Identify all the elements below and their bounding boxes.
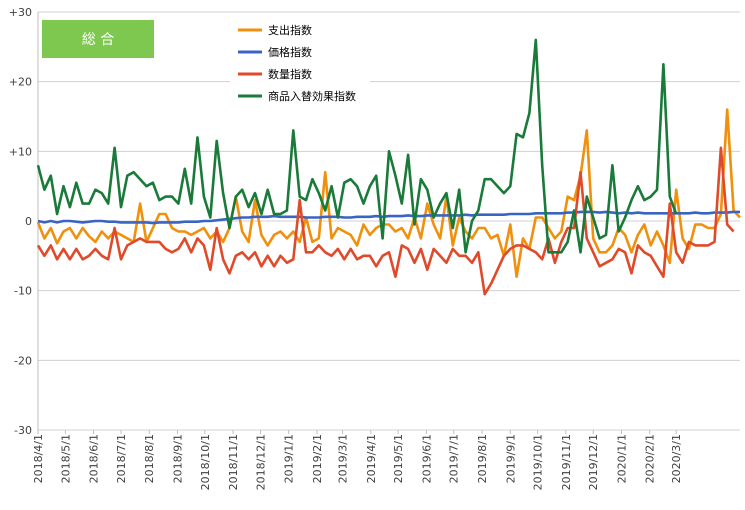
x-tick-label: 2018/8/1 xyxy=(143,434,156,483)
x-tick-label: 2019/4/1 xyxy=(365,434,378,483)
legend-label: 価格指数 xyxy=(268,45,312,59)
x-tick-label: 2018/6/1 xyxy=(88,434,101,483)
x-tick-label: 2020/2/1 xyxy=(644,434,657,483)
y-tick-label: -10 xyxy=(14,285,32,298)
series-line-3 xyxy=(36,38,678,254)
x-tick-label: 2018/9/1 xyxy=(171,434,184,483)
y-tick-label: +10 xyxy=(9,145,32,158)
badge-background xyxy=(42,20,154,58)
y-tick-label: -20 xyxy=(14,354,32,367)
x-tick-label: 2020/3/1 xyxy=(670,434,683,483)
x-axis-ticks: 2018/4/1 2018/5/1 2018/6/1 2018/7/1 2018/8/1… xyxy=(32,430,683,490)
badge-label: 総 合 xyxy=(82,32,114,48)
x-tick-label: 2018/5/1 xyxy=(59,434,72,483)
x-tick-label: 2019/6/1 xyxy=(420,434,433,483)
series-lines xyxy=(36,38,741,296)
legend-background xyxy=(230,18,370,108)
x-tick-label: 2018/4/1 xyxy=(32,434,45,483)
y-tick-label: +20 xyxy=(9,76,32,89)
x-tick-label: 2019/1/1 xyxy=(283,434,296,483)
x-tick-label: 2018/11/1 xyxy=(227,434,240,490)
y-tick-label: -30 xyxy=(14,424,32,437)
x-tick-label: 2019/2/1 xyxy=(311,434,324,483)
y-tick-label: +30 xyxy=(9,6,32,19)
x-tick-label: 2019/9/1 xyxy=(504,434,517,483)
x-tick-label: 2018/12/1 xyxy=(254,434,267,490)
x-tick-label: 2019/5/1 xyxy=(392,434,405,483)
badge: 総 合 xyxy=(42,20,154,58)
x-tick-label: 2019/8/1 xyxy=(476,434,489,483)
x-tick-label: 2019/3/1 xyxy=(337,434,350,483)
x-tick-label: 2018/7/1 xyxy=(115,434,128,483)
y-axis-ticks: +30 +20 +10 0 -10 -20 -30 xyxy=(9,6,32,437)
x-tick-label: 2020/1/1 xyxy=(615,434,628,483)
y-tick-label: 0 xyxy=(25,215,32,228)
legend-label: 支出指数 xyxy=(268,23,312,37)
series-line-2 xyxy=(36,146,735,296)
x-tick-label: 2019/10/1 xyxy=(532,434,545,490)
legend-label: 数量指数 xyxy=(268,67,312,81)
x-tick-label: 2019/12/1 xyxy=(587,434,600,490)
x-tick-label: 2019/7/1 xyxy=(448,434,461,483)
series-line-1 xyxy=(37,210,740,225)
x-tick-label: 2019/11/1 xyxy=(560,434,573,490)
legend-label: 商品入替効果指数 xyxy=(268,89,356,103)
x-tick-label: 2018/10/1 xyxy=(199,434,212,490)
